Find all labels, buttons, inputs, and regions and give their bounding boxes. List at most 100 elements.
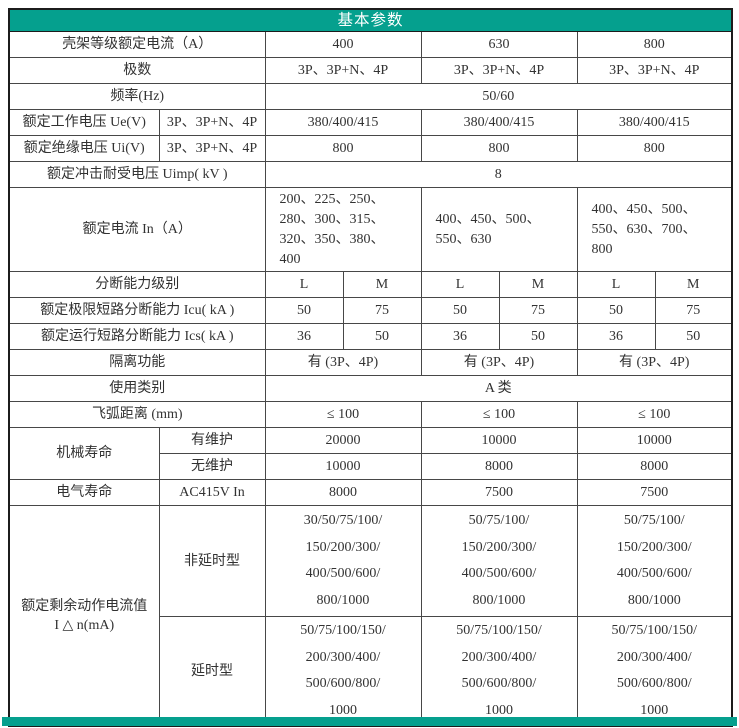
icu-630-m: 75 — [498, 297, 578, 324]
row-poles: 极数 3P、3P+N、4P 3P、3P+N、4P 3P、3P+N、4P — [8, 57, 733, 84]
non-delay-label: 非延时型 — [158, 505, 266, 617]
ui-630: 800 — [420, 135, 578, 162]
mech-without-630: 8000 — [420, 453, 578, 480]
breaking-class-630-m: M — [498, 271, 578, 298]
frame-rating-label: 壳架等级额定电流（A） — [8, 31, 266, 58]
uimp-value: 8 — [264, 161, 733, 188]
ui-label: 额定绝缘电压 Ui(V) — [8, 135, 160, 162]
row-mech-life-with: 机械寿命 有维护 20000 10000 10000 — [8, 427, 733, 480]
icu-label: 额定极限短路分断能力 Icu( kA ) — [8, 297, 266, 324]
breaking-class-label: 分断能力级别 — [8, 271, 266, 298]
ics-630-m: 50 — [498, 323, 578, 350]
row-impulse-voltage: 额定冲击耐受电压 Uimp( kV ) 8 — [8, 161, 733, 188]
in-label: 额定电流 In（A） — [8, 187, 266, 272]
mech-with-800: 10000 — [576, 427, 733, 454]
mech-life-label: 机械寿命 — [8, 427, 160, 480]
breaking-class-400-l: L — [264, 271, 344, 298]
mech-with-630: 10000 — [420, 427, 578, 454]
ui-sublabel: 3P、3P+N、4P — [158, 135, 266, 162]
breaking-class-800-m: M — [654, 271, 733, 298]
mech-without-label: 无维护 — [158, 453, 266, 480]
icu-800-l: 50 — [576, 297, 656, 324]
row-ics: 额定运行短路分断能力 Ics( kA ) 36 50 36 50 36 50 — [8, 323, 733, 350]
arcing-400: ≤ 100 — [264, 401, 422, 428]
ue-sublabel: 3P、3P+N、4P — [158, 109, 266, 136]
non-delay-400: 30/50/75/100/ 150/200/300/ 400/500/600/ … — [264, 505, 422, 617]
poles-800: 3P、3P+N、4P — [576, 57, 733, 84]
breaking-class-800-l: L — [576, 271, 656, 298]
row-title: 基本参数 — [8, 8, 733, 32]
row-residual-non-delay: 额定剩余动作电流值 I △ n(mA) 非延时型 30/50/75/100/ 1… — [8, 505, 733, 727]
row-isolation: 隔离功能 有 (3P、4P) 有 (3P、4P) 有 (3P、4P) — [8, 349, 733, 376]
icu-800-m: 75 — [654, 297, 733, 324]
row-breaking-class: 分断能力级别 L M L M L M — [8, 271, 733, 298]
elec-life-sublabel: AC415V In — [158, 479, 266, 506]
delay-400: 50/75/100/150/ 200/300/400/ 500/600/800/… — [264, 616, 422, 727]
basic-parameters-table: 基本参数 壳架等级额定电流（A） 400 630 800 极数 3P、3P+N、… — [8, 8, 734, 727]
frame-rating-400: 400 — [264, 31, 422, 58]
non-delay-800: 50/75/100/ 150/200/300/ 400/500/600/ 800… — [576, 505, 733, 617]
ue-800: 380/400/415 — [576, 109, 733, 136]
ue-label: 额定工作电压 Ue(V) — [8, 109, 160, 136]
row-arcing-distance: 飞弧距离 (mm) ≤ 100 ≤ 100 ≤ 100 — [8, 401, 733, 428]
arcing-800: ≤ 100 — [576, 401, 733, 428]
elec-life-800: 7500 — [576, 479, 733, 506]
frame-rating-800: 800 — [576, 31, 733, 58]
ics-400-l: 36 — [264, 323, 344, 350]
breaking-class-630-l: L — [420, 271, 500, 298]
uimp-label: 额定冲击耐受电压 Uimp( kV ) — [8, 161, 266, 188]
ui-400: 800 — [264, 135, 422, 162]
row-rated-working-voltage: 额定工作电压 Ue(V) 3P、3P+N、4P 380/400/415 380/… — [8, 109, 733, 136]
ue-400: 380/400/415 — [264, 109, 422, 136]
mech-without-400: 10000 — [264, 453, 422, 480]
row-mech-life-without: 无维护 10000 8000 8000 — [9, 453, 733, 480]
category-label: 使用类别 — [8, 375, 266, 402]
row-rated-current: 额定电流 In（A） 200、225、250、 280、300、315、 320… — [8, 187, 733, 272]
delay-label: 延时型 — [158, 616, 266, 727]
mech-without-800: 8000 — [576, 453, 733, 480]
ue-630: 380/400/415 — [420, 109, 578, 136]
mech-with-label: 有维护 — [158, 427, 266, 454]
residual-label: 额定剩余动作电流值 I △ n(mA) — [8, 505, 160, 727]
elec-life-630: 7500 — [420, 479, 578, 506]
frequency-label: 频率(Hz) — [8, 83, 266, 110]
arcing-630: ≤ 100 — [420, 401, 578, 428]
mech-with-400: 20000 — [264, 427, 422, 454]
icu-400-l: 50 — [264, 297, 344, 324]
ui-800: 800 — [576, 135, 733, 162]
delay-630: 50/75/100/150/ 200/300/400/ 500/600/800/… — [420, 616, 578, 727]
bottom-accent-bar — [2, 717, 737, 726]
isolation-label: 隔离功能 — [8, 349, 266, 376]
frequency-value: 50/60 — [264, 83, 733, 110]
elec-life-label: 电气寿命 — [8, 479, 160, 506]
category-value: A 类 — [264, 375, 733, 402]
frame-rating-630: 630 — [420, 31, 578, 58]
isolation-630: 有 (3P、4P) — [420, 349, 578, 376]
icu-400-m: 75 — [342, 297, 422, 324]
arcing-label: 飞弧距离 (mm) — [8, 401, 266, 428]
ics-label: 额定运行短路分断能力 Ics( kA ) — [8, 323, 266, 350]
breaking-class-400-m: M — [342, 271, 422, 298]
elec-life-400: 8000 — [264, 479, 422, 506]
poles-400: 3P、3P+N、4P — [264, 57, 422, 84]
ics-630-l: 36 — [420, 323, 500, 350]
isolation-400: 有 (3P、4P) — [264, 349, 422, 376]
ics-800-l: 36 — [576, 323, 656, 350]
isolation-800: 有 (3P、4P) — [576, 349, 733, 376]
row-electrical-life: 电气寿命 AC415V In 8000 7500 7500 — [8, 479, 733, 506]
poles-label: 极数 — [8, 57, 266, 84]
row-residual-delay: 延时型 50/75/100/150/ 200/300/400/ 500/600/… — [9, 616, 733, 727]
in-630: 400、450、500、 550、630 — [420, 187, 578, 272]
non-delay-630: 50/75/100/ 150/200/300/ 400/500/600/ 800… — [420, 505, 578, 617]
poles-630: 3P、3P+N、4P — [420, 57, 578, 84]
row-frequency: 频率(Hz) 50/60 — [8, 83, 733, 110]
icu-630-l: 50 — [420, 297, 500, 324]
in-400: 200、225、250、 280、300、315、 320、350、380、 4… — [264, 187, 422, 272]
row-utilization-category: 使用类别 A 类 — [8, 375, 733, 402]
row-rated-insulation-voltage: 额定绝缘电压 Ui(V) 3P、3P+N、4P 800 800 800 — [8, 135, 733, 162]
row-icu: 额定极限短路分断能力 Icu( kA ) 50 75 50 75 50 75 — [8, 297, 733, 324]
ics-800-m: 50 — [654, 323, 733, 350]
table-title: 基本参数 — [8, 8, 733, 32]
in-800: 400、450、500、 550、630、700、 800 — [576, 187, 733, 272]
delay-800: 50/75/100/150/ 200/300/400/ 500/600/800/… — [576, 616, 733, 727]
